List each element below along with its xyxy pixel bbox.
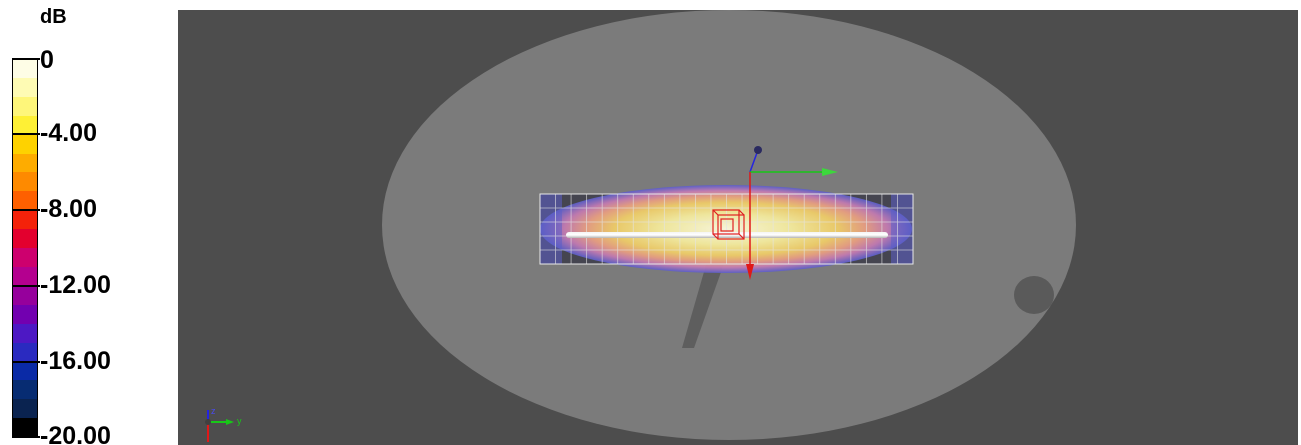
legend-tick-2 bbox=[12, 209, 40, 211]
orientation-triad: y z bbox=[205, 406, 242, 442]
color-band bbox=[13, 191, 37, 211]
legend-label-4: -16.00 bbox=[40, 347, 111, 375]
color-band bbox=[13, 210, 37, 230]
legend-label-0: 0 bbox=[40, 46, 54, 74]
color-band bbox=[13, 172, 37, 192]
scene-svg: y z bbox=[205, 10, 1076, 442]
3d-viewport[interactable]: y z bbox=[178, 10, 1298, 445]
color-band bbox=[13, 323, 37, 343]
color-band bbox=[13, 153, 37, 173]
legend-tick-0 bbox=[12, 58, 40, 60]
color-band bbox=[13, 361, 37, 381]
probe-box bbox=[712, 209, 745, 240]
legend-tick-1 bbox=[12, 133, 40, 135]
color-bar bbox=[12, 58, 38, 438]
color-band bbox=[13, 266, 37, 287]
legend-tick-3 bbox=[12, 285, 40, 287]
color-band bbox=[13, 59, 37, 79]
color-band bbox=[13, 380, 37, 400]
color-band bbox=[13, 304, 37, 325]
color-band bbox=[13, 399, 37, 419]
field-map bbox=[539, 185, 914, 273]
feed-shadow bbox=[682, 258, 726, 348]
legend-label-1: -4.00 bbox=[40, 119, 97, 147]
legend-label-3: -12.00 bbox=[40, 271, 111, 299]
legend-label-2: -8.00 bbox=[40, 195, 97, 223]
legend-tick-4 bbox=[12, 361, 40, 363]
legend-unit-label: dB bbox=[40, 6, 67, 28]
color-band bbox=[13, 115, 37, 136]
color-band bbox=[13, 248, 37, 268]
color-band bbox=[13, 229, 37, 249]
coordinate-axes-gizmo bbox=[746, 146, 838, 280]
color-band bbox=[13, 285, 37, 306]
dipole-antenna bbox=[566, 232, 888, 238]
legend-tick-5 bbox=[12, 436, 40, 438]
color-band bbox=[13, 134, 37, 154]
legend-label-5: -20.00 bbox=[40, 422, 111, 445]
triad-label-y: y bbox=[237, 416, 242, 426]
color-band bbox=[13, 96, 37, 117]
color-band bbox=[13, 77, 37, 98]
triad-label-z: z bbox=[211, 406, 216, 416]
phantom-hole bbox=[1014, 276, 1054, 314]
color-band bbox=[13, 342, 37, 362]
color-scale-legend: dB 0 -4.00 -8.00 -12.00 -16.00 -20.00 bbox=[0, 0, 178, 445]
color-band bbox=[13, 418, 37, 437]
